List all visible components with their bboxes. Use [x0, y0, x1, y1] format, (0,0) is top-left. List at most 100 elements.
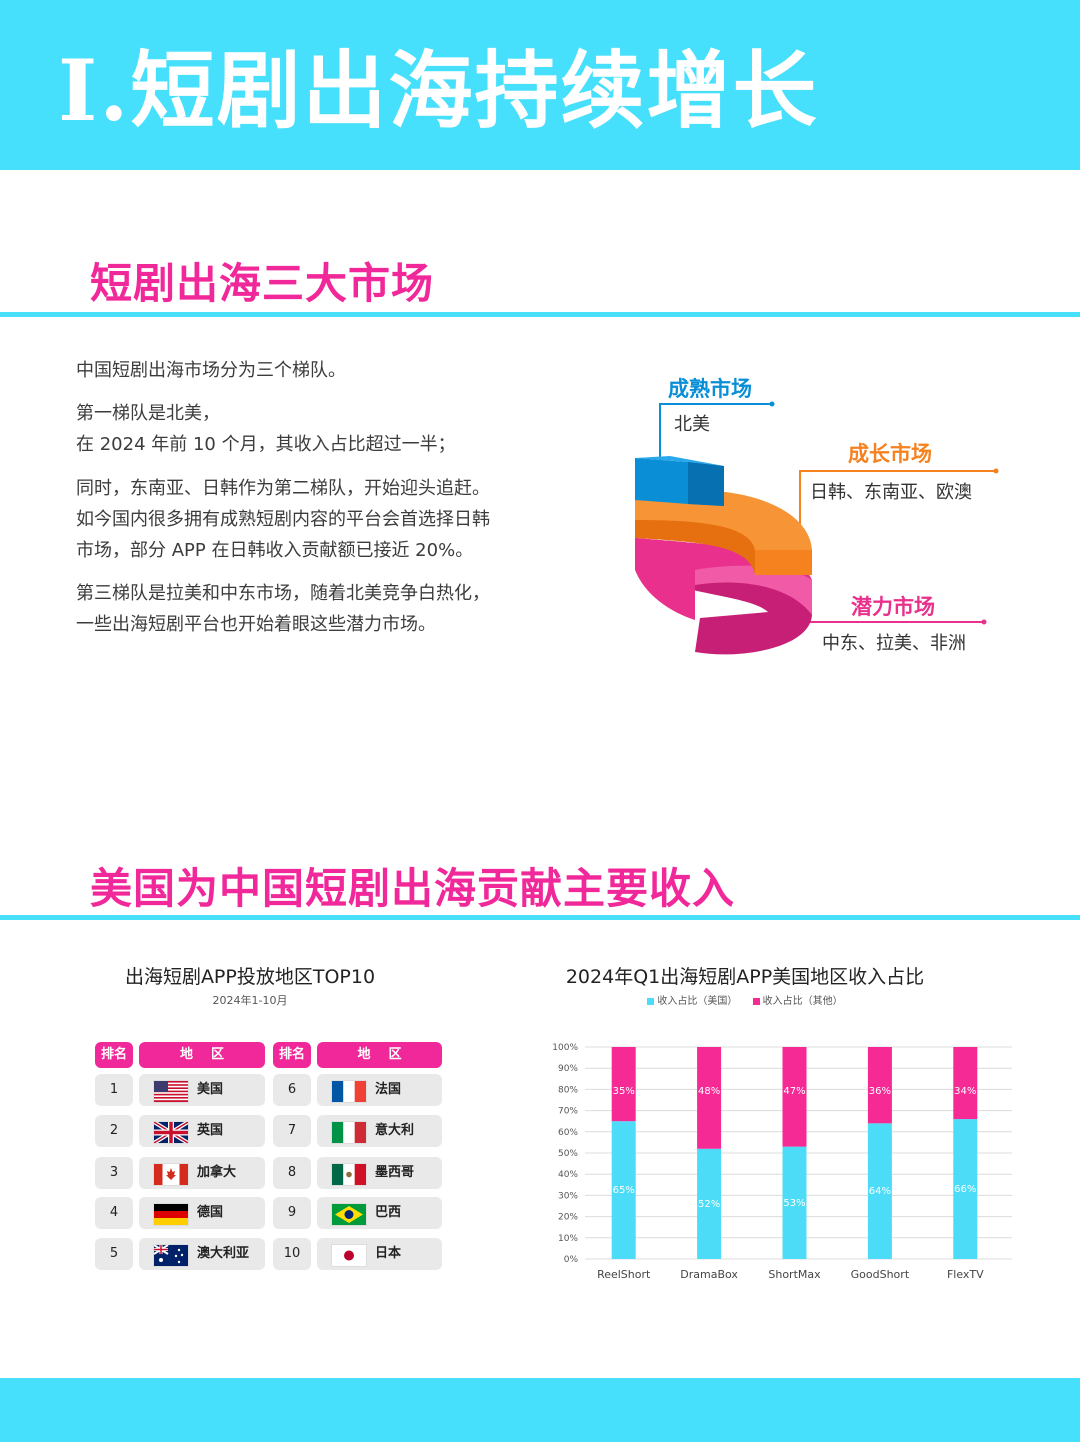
legend-swatch [647, 997, 655, 1005]
market-title-mature: 成熟市场 [668, 377, 752, 401]
germany-flag-icon [153, 1203, 189, 1226]
y-tick-label: 0% [564, 1255, 579, 1265]
australia-flag-icon [153, 1244, 189, 1267]
data-label: 65% [613, 1185, 635, 1196]
bar-segment [867, 1123, 892, 1259]
table-header-rank: 排名 [273, 1042, 311, 1068]
legend-item-other: 收入占比（其他） [752, 996, 843, 1007]
market-desc-mature: 北美 [674, 414, 710, 435]
table-title: 出海短剧APP投放地区TOP10 [124, 966, 376, 988]
bar-segment [611, 1121, 636, 1259]
us-flag-icon [153, 1080, 189, 1103]
paragraph-line: 在 2024 年前 10 个月，其收入占比超过一半； [76, 434, 456, 455]
mexico-flag-icon [331, 1163, 367, 1186]
bar-segment [782, 1047, 807, 1147]
data-label: 47% [783, 1086, 805, 1097]
rank-cell: 1 [95, 1074, 133, 1106]
country-name: 日本 [375, 1246, 402, 1261]
country-name: 墨西哥 [375, 1165, 415, 1180]
footer-banner [0, 1378, 1080, 1442]
market-title-growth: 成长市场 [848, 442, 932, 466]
rank-cell: 10 [273, 1238, 311, 1270]
rank-cell: 7 [273, 1115, 311, 1147]
x-tick-label: ReelShort [597, 1268, 651, 1281]
legend-swatch [752, 997, 760, 1005]
country-name: 意大利 [375, 1123, 415, 1138]
bar-segment [953, 1119, 978, 1259]
chart-legend: 收入占比（美国） 收入占比（其他） [520, 992, 970, 1007]
bar-segment [697, 1047, 722, 1149]
y-tick-label: 40% [558, 1170, 578, 1180]
canada-flag-icon [153, 1163, 189, 1186]
intro-paragraph: 中国短剧出海市场分为三个梯队。 [76, 355, 346, 386]
section-title-revenue: 美国为中国短剧出海贡献主要收入 [90, 864, 736, 913]
page-title: Ⅰ.短剧出海持续增长 [58, 41, 819, 140]
market-tiers-illustration [635, 401, 999, 655]
market-desc-growth: 日韩、东南亚、欧澳 [810, 482, 972, 503]
y-tick-label: 10% [558, 1234, 578, 1244]
rank-cell: 4 [95, 1197, 133, 1229]
paragraph-line: 市场，部分 APP 在日韩收入贡献额已接近 20%。 [76, 540, 474, 561]
paragraph-line: 第一梯队是北美， [76, 403, 220, 424]
bar-segment [867, 1047, 892, 1124]
stacked-bar-chart: 0% 10% 20% 30% 40% 50% 60% 70% 80% 90% 100% 65% 35% R… [552, 1043, 1012, 1281]
data-label: 34% [954, 1086, 976, 1097]
x-tick-label: GoodShort [851, 1268, 910, 1281]
rank-cell: 3 [95, 1157, 133, 1189]
market-title-potential: 潜力市场 [851, 595, 935, 619]
tier3-paragraph: 第三梯队是拉美和中东市场，随着北美竞争白热化， 一些出海短剧平台也开始着眼这些潜… [76, 578, 490, 640]
bar-segment [782, 1146, 807, 1259]
table-row: 日本 [317, 1238, 442, 1270]
legend-label: 收入占比（美国） [657, 996, 738, 1007]
paragraph-line: 第三梯队是拉美和中东市场，随着北美竞争白热化， [76, 583, 490, 604]
x-tick-label: DramaBox [680, 1268, 738, 1281]
japan-flag-icon [331, 1244, 367, 1267]
table-subtitle: 2024年1-10月 [212, 994, 288, 1007]
country-name: 巴西 [375, 1205, 402, 1220]
france-flag-icon [331, 1080, 367, 1103]
legend-item-us: 收入占比（美国） [647, 996, 737, 1007]
table-row: 法国 [317, 1074, 442, 1106]
table-row: 澳大利亚 [139, 1238, 265, 1270]
market-desc-potential: 中东、拉美、非洲 [822, 633, 966, 654]
chart-title: 2024年Q1出海短剧APP美国地区收入占比 [565, 966, 925, 988]
y-tick-label: 90% [558, 1064, 578, 1074]
rank-cell: 8 [273, 1157, 311, 1189]
data-label: 36% [869, 1086, 891, 1097]
table-row: 意大利 [317, 1115, 442, 1147]
legend-label: 收入占比（其他） [762, 996, 843, 1007]
country-name: 美国 [197, 1082, 224, 1097]
paragraph-line: 如今国内很多拥有成熟短剧内容的平台会首选择日韩 [76, 509, 490, 530]
data-label: 64% [869, 1186, 891, 1197]
paragraph-line: 同时，东南亚、日韩作为第二梯队，开始迎头追赶。 [76, 478, 490, 499]
data-label: 48% [698, 1086, 720, 1097]
table-row: 德国 [139, 1197, 265, 1229]
data-label: 52% [698, 1199, 720, 1210]
y-tick-label: 30% [558, 1191, 578, 1201]
country-name: 英国 [197, 1123, 224, 1138]
country-name: 加拿大 [197, 1165, 237, 1180]
table-header-region: 地 区 [139, 1042, 265, 1068]
data-label: 35% [613, 1086, 635, 1097]
table-row: 墨西哥 [317, 1157, 442, 1189]
y-tick-label: 70% [558, 1107, 578, 1117]
x-tick-label: ShortMax [768, 1268, 821, 1281]
uk-flag-icon [153, 1121, 189, 1144]
table-header-region: 地 区 [317, 1042, 442, 1068]
rank-cell: 6 [273, 1074, 311, 1106]
bar-segment [611, 1047, 636, 1122]
table-row: 巴西 [317, 1197, 442, 1229]
y-tick-label: 60% [558, 1128, 578, 1138]
paragraph-line: 中国短剧出海市场分为三个梯队。 [76, 360, 346, 381]
bar-segment [953, 1047, 978, 1120]
brazil-flag-icon [331, 1203, 367, 1226]
y-tick-label: 100% [552, 1043, 578, 1053]
data-label: 66% [954, 1184, 976, 1195]
country-name: 法国 [375, 1082, 402, 1097]
y-tick-label: 80% [558, 1085, 578, 1095]
section-divider [0, 312, 1080, 317]
table-header-rank: 排名 [95, 1042, 133, 1068]
section-title-markets: 短剧出海三大市场 [90, 259, 435, 308]
rank-cell: 9 [273, 1197, 311, 1229]
paragraph-line: 一些出海短剧平台也开始着眼这些潜力市场。 [76, 614, 436, 635]
